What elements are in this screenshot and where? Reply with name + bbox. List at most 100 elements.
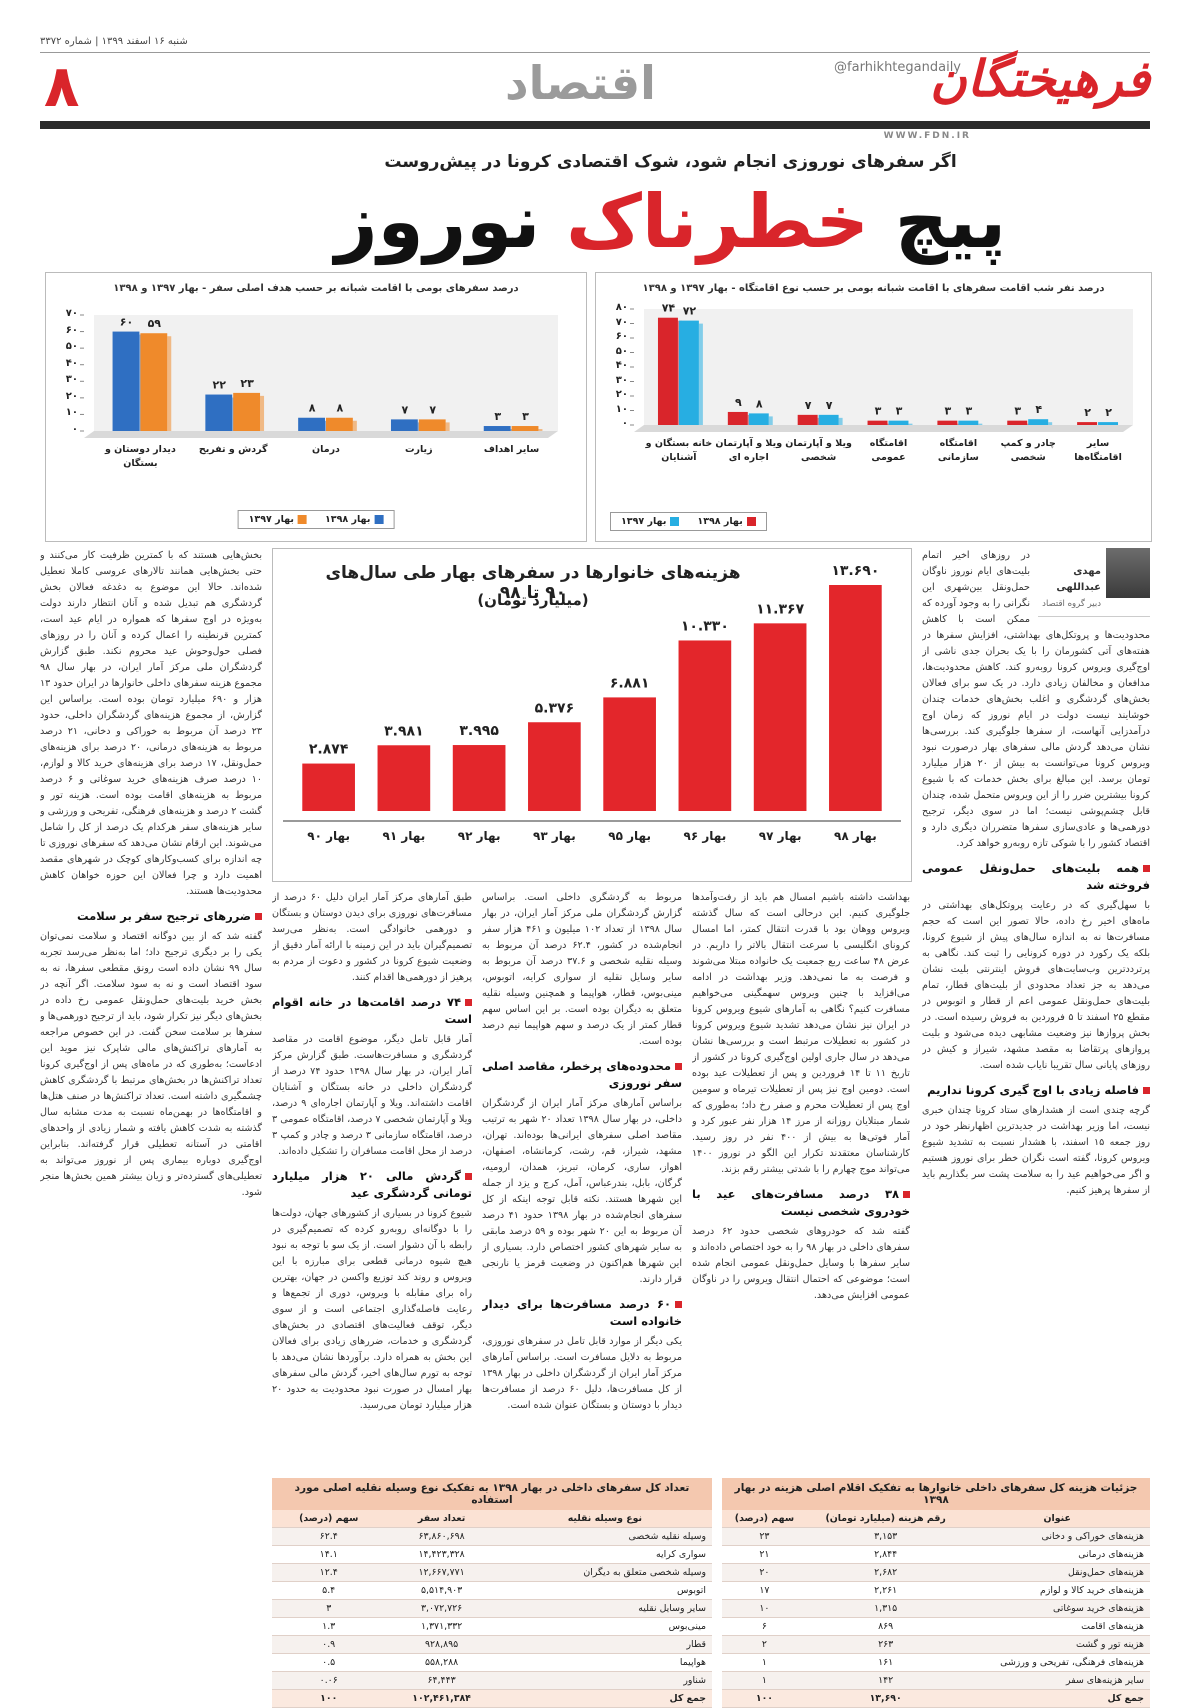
table-row: جمع کل ۱۰۲,۴۶۱,۳۸۴ ۱۰۰ [272, 1689, 712, 1708]
table-cell: مینی‌بوس [497, 1617, 712, 1636]
bar [377, 745, 431, 811]
bar-side [978, 423, 983, 425]
value-label: ۷ [429, 403, 436, 416]
y-tick-label: ۵۰ [65, 341, 78, 353]
y-tick-label: ۲۰ [615, 389, 628, 400]
section-heading: ضررهای ترجیح سفر بر سلامت [40, 908, 262, 925]
section-heading: همه بلیت‌های حمل‌ونقل عمومی فروخته شد [922, 861, 1150, 892]
table-cell: وسیله شخصی متعلق به دیگران [497, 1563, 712, 1582]
table-cell: ۹۲۸,۸۹۵ [385, 1635, 498, 1654]
bar [205, 394, 233, 431]
column: طبق آمارهای مرکز آمار ایران دلیل ۶۰ درصد… [272, 890, 472, 1470]
legend-label: بهار ۱۳۹۷ [621, 516, 667, 527]
bar [753, 623, 807, 811]
value-label: ۲.۸۷۴ [309, 742, 349, 758]
x-tick-label: بهار ۹۱ [382, 829, 426, 843]
x-tick-label: گردش و تفریح [198, 444, 268, 455]
table-cell: ۰.۵ [272, 1653, 386, 1672]
value-label: ۷۲ [683, 305, 697, 318]
value-label: ۳ [494, 410, 501, 423]
section-heading: ۳۸ درصد مسافرت‌های عید با خودروی شخصی نی… [692, 1187, 910, 1218]
y-tick-label: ۶۰ [615, 331, 628, 342]
legend-item: بهار ۱۳۹۷ [249, 514, 307, 525]
chart-spending: ۲.۸۷۴ ۳.۹۸۱ ۳.۹۹۵ ۵.۳۷۶ ۶.۸۸۱ ۱۰.۳۳۰ ۱۱.۳۶۷ ۱۳.… [272, 548, 912, 882]
value-label: ۹ [735, 396, 742, 409]
y-tick-label: ۰ [621, 418, 628, 429]
section-heading: ۶۰ درصد مسافرت‌ها برای دیدار خانواده است [482, 1297, 682, 1328]
bar [511, 426, 539, 431]
x-tick-label: بهار ۹۰ [307, 829, 350, 843]
table-transport: تعداد کل سفرهای داخلی در بهار ۱۳۹۸ به تف… [272, 1478, 712, 1708]
table-cell: ۲۳ [722, 1527, 807, 1546]
y-tick-label: ۱۰ [65, 407, 78, 419]
author-box: مهدی عبداللهی دبیر گروه اقتصاد [1038, 548, 1150, 617]
bar [112, 331, 140, 431]
table-cell: قطار [497, 1635, 712, 1654]
table-title: تعداد کل سفرهای داخلی در بهار ۱۳۹۸ به تف… [272, 1478, 712, 1510]
table-row: جمع کل ۱۳,۶۹۰ ۱۰۰ [722, 1689, 1150, 1708]
y-tick-label: ۸۰ [615, 302, 628, 313]
table-cell: ۵۵۸,۲۸۸ [385, 1653, 498, 1672]
chart-subtitle: (میلیارد تومان) [477, 591, 589, 609]
legend-label: بهار ۱۳۹۷ [248, 514, 294, 525]
paragraph: آمار قابل تامل دیگر، موضوع اقامت در مقاص… [272, 1034, 472, 1157]
table: عنوان رقم هزینه (میلیارد تومان) سهم (درصد)… [722, 1510, 1150, 1708]
x-tick-label: اقامتگاه سازمانی [937, 438, 979, 463]
bar-side [167, 336, 172, 431]
header-bar [40, 121, 1150, 129]
value-label: ۷ [826, 399, 833, 412]
paragraph: یکی دیگر از موارد قابل تامل در سفرهای نو… [482, 1336, 682, 1411]
value-label: ۸ [309, 402, 316, 415]
x-tick-label: زیارت [404, 444, 433, 455]
section-name: اقتصاد [505, 56, 656, 110]
paragraph: گفته شد که از بین دوگانه اقتصاد و سلامت … [40, 931, 262, 1198]
table-cell: هزینه تور و گشت [964, 1635, 1150, 1654]
value-label: ۲ [1105, 406, 1112, 419]
table-row: اتوبوس ۵,۵۱۴,۹۰۳ ۵.۴ [272, 1581, 712, 1600]
column-header: سهم (درصد) [722, 1510, 807, 1528]
table-cell: ۵,۵۱۴,۹۰۳ [385, 1581, 498, 1600]
paragraph: شیوع کرونا در بسیاری از کشورهای جهان، دو… [272, 1208, 472, 1411]
y-tick-label: ۴۰ [65, 357, 78, 369]
x-tick-label: بهار ۹۷ [758, 829, 802, 843]
value-label: ۱۱.۳۶۷ [756, 601, 804, 617]
value-label: ۵۹ [148, 317, 162, 330]
legend: بهار ۱۳۹۸ بهار ۱۳۹۷ [610, 512, 767, 531]
table-cell: هزینه‌های خرید سوغاتی [964, 1599, 1150, 1618]
x-tick-label: اقامتگاه عمومی [869, 438, 908, 463]
table-cell: هواپیما [497, 1653, 712, 1672]
table-cell: هزینه‌های اقامت [964, 1617, 1150, 1636]
table-cell: جمع کل [964, 1689, 1150, 1708]
y-tick-label: ۱۰ [615, 403, 628, 415]
x-tick-label: دیدار دوستان و بستگان [104, 444, 176, 469]
table-cell: ۱۰۰ [722, 1689, 807, 1708]
chart-svg: ۲.۸۷۴ ۳.۹۸۱ ۳.۹۹۵ ۵.۳۷۶ ۶.۸۸۱ ۱۰.۳۳۰ ۱۱.۳۶۷ ۱۳.… [283, 563, 901, 822]
section-heading: محدوده‌های پرخطر، مقاصد اصلی سفر نوروزی [482, 1059, 682, 1090]
x-tick-label: ویلا و آپارتمان اجاره ای [715, 438, 783, 463]
table-row: وسیله شخصی متعلق به دیگران ۱۲,۶۶۷,۷۷۱ ۱۲.۴ [272, 1563, 712, 1582]
headline-highlight: خطرناک [566, 179, 869, 265]
bar [298, 417, 325, 431]
x-tick-label: بهار ۹۵ [608, 829, 651, 843]
x-tick-label: درمان [312, 444, 340, 455]
table-cell: ۲۰ [722, 1563, 807, 1582]
value-label: ۸ [756, 397, 763, 410]
legend-item: بهار ۱۳۹۸ [325, 514, 384, 525]
section-heading: فاصله زیادی با اوج گیری کرونا نداریم [922, 1082, 1150, 1099]
table-cell: ۸۶۹ [806, 1617, 965, 1636]
table-cell: ۱۰۲,۴۶۱,۳۸۴ [385, 1689, 498, 1708]
bar-side [538, 429, 543, 431]
y-tick-label: ۰ [71, 424, 78, 435]
table-cell: ۲,۲۶۱ [806, 1581, 965, 1600]
bar [1028, 419, 1049, 425]
x-tick-label: چادر و کمپ شخصی [1000, 438, 1056, 463]
logo: فرهیختگان [930, 50, 1150, 108]
issue-date: شنبه ۱۶ اسفند ۱۳۹۹ | شماره ۳۳۷۲ [40, 36, 188, 47]
author-photo [1106, 548, 1150, 598]
bar [678, 640, 732, 811]
bar-side [352, 420, 357, 431]
paragraph: در روزهای اخیر اتمام بلیت‌های ایام نوروز… [922, 550, 1150, 849]
table-cell: ۱۶۱ [806, 1653, 965, 1672]
bar [452, 745, 506, 811]
